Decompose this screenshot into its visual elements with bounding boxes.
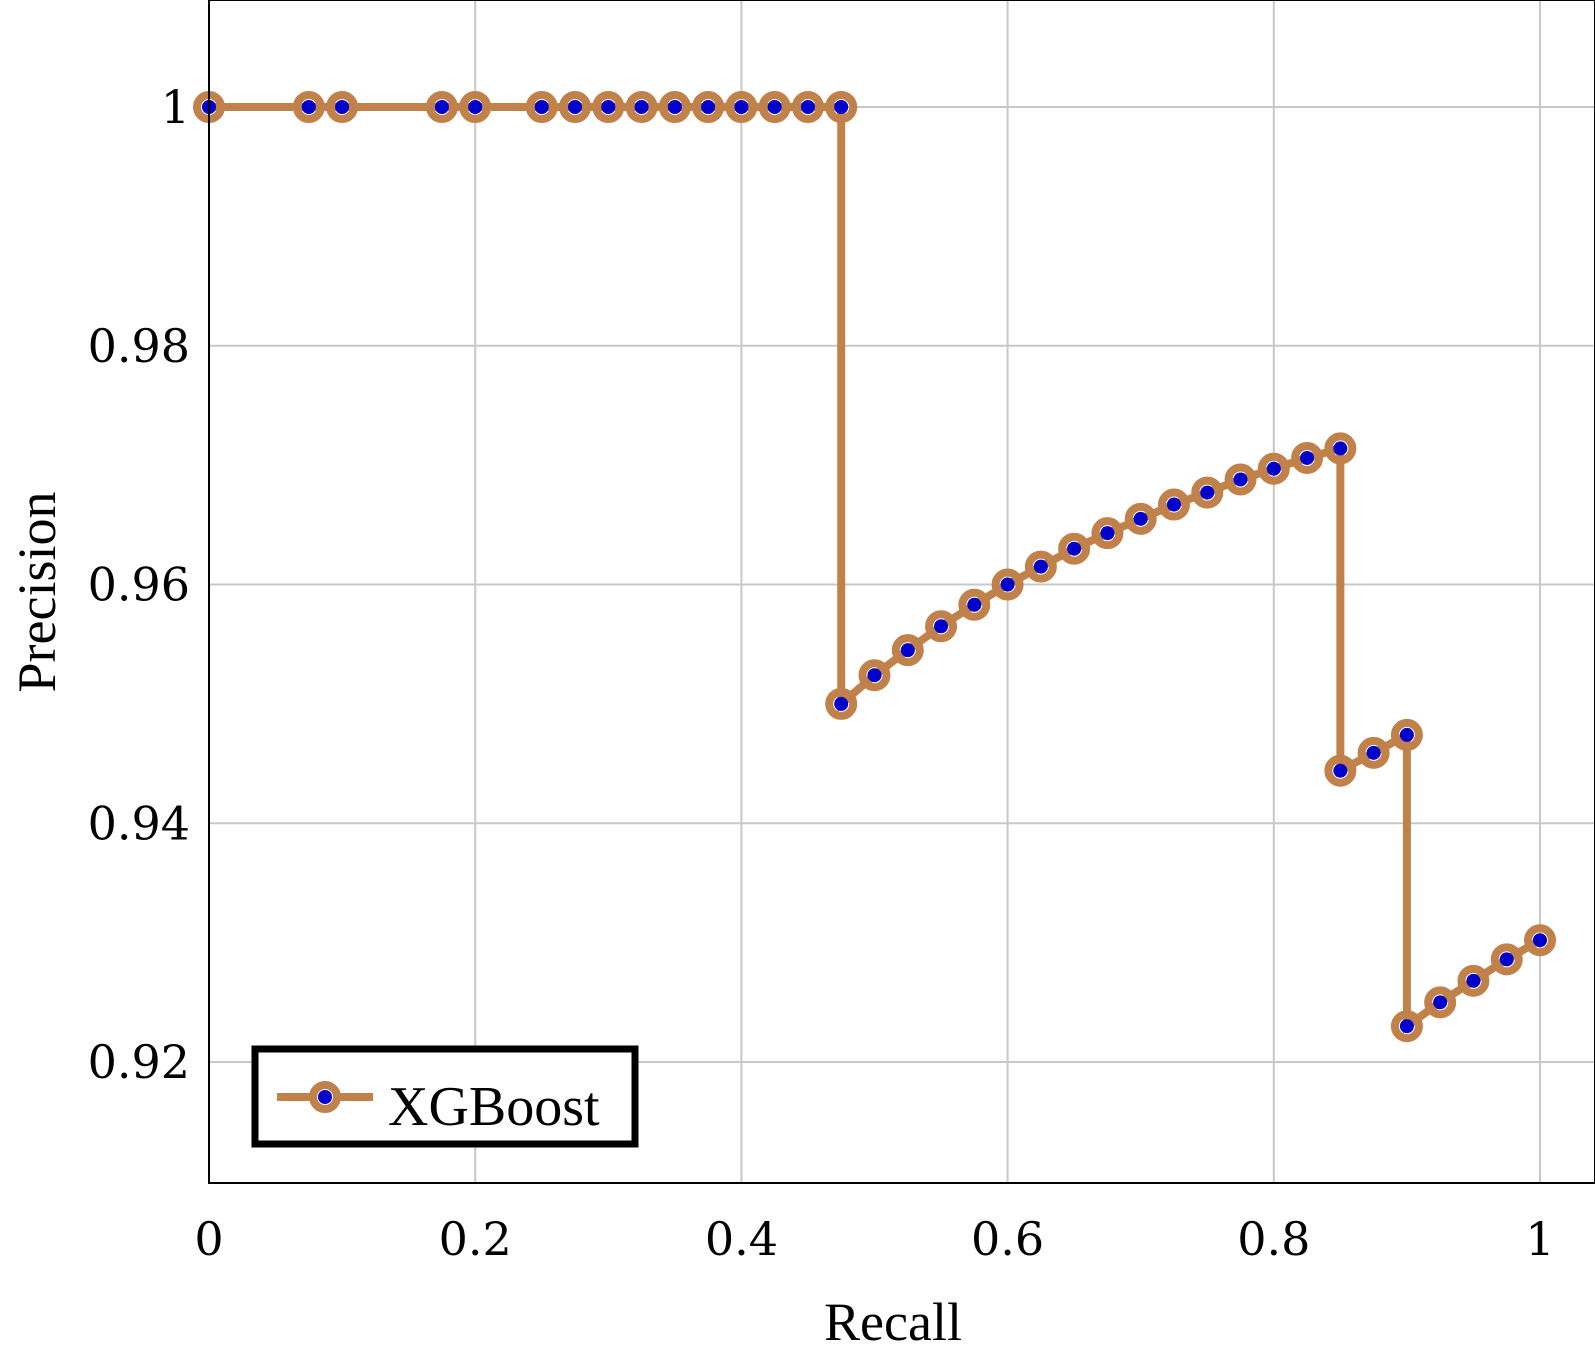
data-point bbox=[934, 619, 949, 634]
data-point-ring bbox=[1024, 550, 1057, 583]
data-point-ring bbox=[425, 91, 458, 123]
data-point-ring bbox=[725, 91, 758, 123]
data-point-ring bbox=[1257, 452, 1290, 485]
data-point bbox=[900, 643, 915, 658]
data-point-ring bbox=[1124, 502, 1157, 535]
data-point-ring bbox=[1457, 964, 1490, 997]
data-point bbox=[1266, 461, 1281, 476]
data-point-ring bbox=[658, 91, 691, 123]
data-point-ring bbox=[292, 91, 325, 123]
data-point-ring bbox=[1424, 986, 1457, 1019]
data-point-ring bbox=[1490, 943, 1523, 976]
data-point bbox=[1033, 559, 1048, 574]
data-point bbox=[1399, 727, 1414, 742]
data-point-ring bbox=[592, 91, 625, 123]
data-point bbox=[834, 100, 849, 114]
data-point bbox=[701, 100, 716, 114]
grid-lines bbox=[208, 0, 1595, 1183]
y-tick-label: 0.96 bbox=[88, 558, 190, 612]
data-point-ring bbox=[1524, 924, 1556, 957]
data-point-ring bbox=[791, 91, 824, 123]
data-point bbox=[1067, 541, 1082, 556]
legend-label-xgboost: XGBoost bbox=[388, 1076, 600, 1138]
data-point bbox=[1100, 526, 1115, 541]
x-tick-label: 1 bbox=[1525, 1212, 1554, 1266]
data-point-ring bbox=[1324, 754, 1357, 787]
data-point bbox=[734, 100, 749, 114]
data-point bbox=[1333, 763, 1348, 778]
data-point bbox=[1433, 995, 1448, 1010]
data-point-ring bbox=[326, 91, 359, 123]
y-tick-label: 0.92 bbox=[88, 1035, 190, 1089]
y-tick-label: 1 bbox=[161, 80, 190, 134]
data-point bbox=[534, 100, 549, 114]
x-tick-labels: 0 0.2 0.4 0.6 0.8 1 bbox=[194, 1212, 1554, 1266]
data-point-ring bbox=[1058, 532, 1091, 565]
series-layer bbox=[193, 91, 1556, 1043]
data-point bbox=[335, 100, 350, 114]
data-point-ring bbox=[692, 91, 725, 123]
data-point bbox=[667, 100, 682, 114]
data-point-ring bbox=[1390, 1010, 1423, 1043]
legend: XGBoost bbox=[251, 1045, 639, 1148]
data-point bbox=[1466, 973, 1481, 988]
data-point-ring bbox=[525, 91, 558, 123]
data-point bbox=[1533, 933, 1547, 948]
data-point-ring bbox=[459, 91, 492, 123]
y-tick-label: 0.94 bbox=[88, 796, 190, 850]
data-point bbox=[834, 696, 849, 711]
x-tick-label: 0.6 bbox=[971, 1212, 1044, 1266]
data-point-ring bbox=[1390, 718, 1423, 751]
data-point-ring bbox=[825, 687, 858, 720]
data-point-ring bbox=[1157, 488, 1190, 521]
series-line-0 bbox=[209, 103, 1542, 1034]
data-point bbox=[1499, 952, 1514, 967]
x-tick-label: 0.4 bbox=[705, 1212, 778, 1266]
data-point-ring bbox=[925, 610, 958, 643]
x-tick-label: 0.8 bbox=[1237, 1212, 1310, 1266]
data-point bbox=[301, 100, 316, 114]
data-point bbox=[1333, 441, 1348, 456]
data-point bbox=[967, 597, 982, 612]
data-point bbox=[1366, 745, 1381, 760]
data-point-ring bbox=[958, 588, 991, 621]
data-point-ring bbox=[559, 91, 592, 123]
data-point bbox=[601, 100, 616, 114]
data-point-ring bbox=[625, 91, 658, 123]
data-point-ring bbox=[891, 634, 924, 667]
data-point-ring bbox=[825, 91, 858, 123]
x-tick-label: 0.2 bbox=[439, 1212, 512, 1266]
x-axis-label: Recall bbox=[824, 1292, 962, 1352]
data-point-ring bbox=[1224, 463, 1257, 496]
data-point bbox=[1200, 485, 1215, 500]
data-point bbox=[568, 100, 583, 114]
legend-marker-dot bbox=[318, 1090, 332, 1104]
data-point-ring bbox=[1324, 432, 1357, 465]
data-point bbox=[1000, 577, 1015, 592]
data-point bbox=[634, 100, 649, 114]
data-point bbox=[1399, 1019, 1414, 1034]
data-point-ring bbox=[1191, 476, 1224, 509]
data-point-ring bbox=[1091, 517, 1124, 550]
data-point bbox=[1166, 497, 1181, 512]
data-point bbox=[767, 100, 782, 114]
plot-frame bbox=[208, 0, 1595, 1184]
data-point bbox=[434, 100, 449, 114]
y-axis-label: Precision bbox=[7, 492, 67, 693]
y-tick-labels: 0.92 0.94 0.96 0.98 1 bbox=[88, 80, 190, 1089]
data-point-ring bbox=[758, 91, 791, 123]
data-point-ring bbox=[858, 659, 891, 692]
x-tick-label: 0 bbox=[194, 1212, 223, 1266]
data-point-ring bbox=[1357, 736, 1390, 769]
data-point bbox=[1233, 472, 1248, 487]
data-point bbox=[1300, 450, 1315, 465]
data-point-ring bbox=[991, 568, 1024, 601]
data-point bbox=[867, 668, 882, 683]
data-point bbox=[800, 100, 815, 114]
data-point-ring bbox=[1291, 441, 1324, 474]
data-point bbox=[468, 100, 483, 114]
y-tick-label: 0.98 bbox=[88, 319, 190, 373]
data-point bbox=[1133, 511, 1148, 526]
